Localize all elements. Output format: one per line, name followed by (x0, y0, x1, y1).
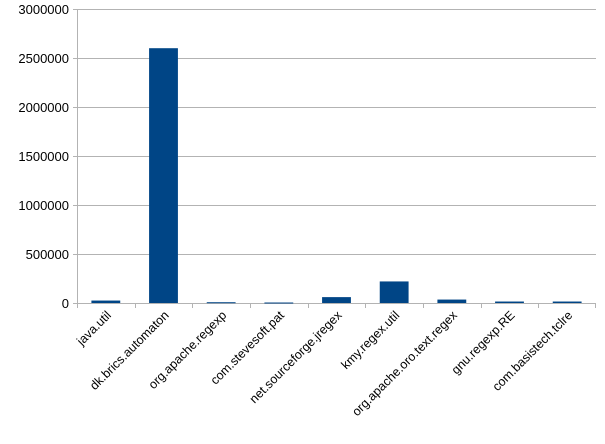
y-tick-label: 1000000 (18, 198, 69, 213)
bar (322, 297, 351, 303)
y-tick-label: 2500000 (18, 51, 69, 66)
bars (91, 48, 582, 304)
bar (91, 300, 121, 303)
axes (73, 9, 596, 308)
y-tick-label: 2000000 (18, 100, 69, 115)
bar (149, 48, 178, 304)
x-category-labels: java.utildk.brics.automatonorg.apache.re… (73, 308, 575, 419)
y-tick-label: 3000000 (18, 2, 69, 17)
bar (437, 299, 467, 303)
bar (552, 301, 582, 303)
bar (264, 302, 294, 304)
x-category-label: java.util (73, 308, 114, 349)
bar (495, 301, 524, 303)
y-tick-label: 0 (62, 296, 69, 311)
y-tick-label: 500000 (26, 247, 69, 262)
bar (206, 302, 236, 304)
y-tick-labels: 0 500000 1000000 1500000 2000000 2500000 30000… (18, 2, 69, 311)
y-tick-label: 1500000 (18, 149, 69, 164)
x-category-label: org.apache.oro.text.regex (349, 308, 460, 419)
bar (379, 281, 409, 303)
x-category-label: kmy.regex.util (339, 308, 403, 372)
